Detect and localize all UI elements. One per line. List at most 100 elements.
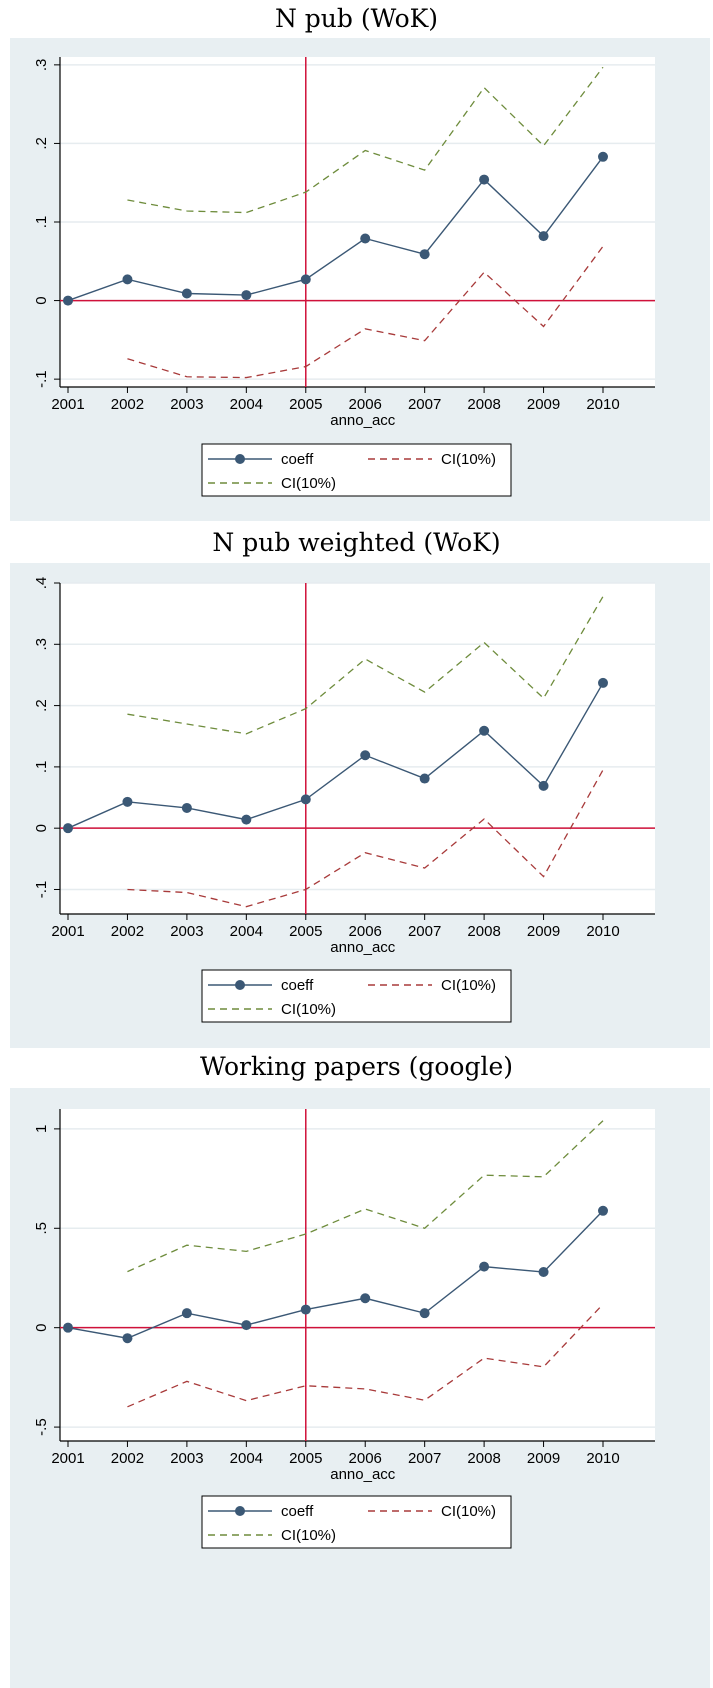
x-tick-label: 2006 — [349, 923, 382, 940]
data-point — [598, 1205, 608, 1216]
series-line-coeff — [67, 682, 604, 829]
data-point — [360, 233, 371, 244]
x-tick-label: 2009 — [527, 396, 560, 413]
legend — [201, 1495, 512, 1549]
x-tick-label: 2002 — [111, 396, 144, 413]
y-tick-label: -.1 — [33, 881, 50, 899]
data-point — [538, 231, 549, 242]
x-axis-label: anno_acc — [330, 412, 396, 429]
plot-area — [60, 1109, 655, 1441]
data-point — [419, 1308, 430, 1319]
data-point — [63, 295, 73, 306]
data-point — [538, 780, 549, 791]
y-tick-label: .1 — [33, 761, 50, 774]
x-tick-label: 2005 — [289, 396, 322, 413]
y-tick-label: -.5 — [33, 1418, 50, 1436]
data-point — [479, 1261, 490, 1272]
data-point — [122, 274, 133, 285]
x-axis-label: anno_acc — [330, 939, 396, 956]
data-point — [598, 677, 608, 688]
y-tick-label: -.1 — [33, 370, 50, 388]
y-tick-label: 0 — [33, 296, 50, 304]
x-tick-label: 2002 — [111, 1450, 144, 1467]
y-tick-label: 0 — [33, 824, 50, 832]
chart-title: Working papers (google) — [199, 1052, 514, 1081]
x-tick-label: 2010 — [586, 923, 619, 940]
data-point — [300, 1304, 311, 1315]
legend-item-coeff-label: coeff — [281, 1503, 314, 1520]
data-point — [63, 823, 73, 834]
x-tick-label: 2003 — [170, 923, 203, 940]
data-point — [122, 796, 133, 807]
chart-title: N pub (WoK) — [274, 4, 439, 33]
data-point — [300, 794, 311, 805]
plot-area — [60, 583, 655, 914]
y-tick-label: .2 — [33, 699, 50, 712]
legend-item-ci-lower-label: CI(10%) — [441, 977, 496, 994]
data-point — [419, 773, 430, 784]
data-point — [360, 1293, 371, 1304]
y-tick-label: .3 — [33, 59, 50, 72]
data-point — [122, 1333, 133, 1344]
data-point — [181, 1308, 192, 1319]
legend — [201, 443, 512, 497]
series-line-ci-lower — [127, 245, 604, 379]
data-point — [63, 1322, 73, 1333]
y-tick-label: .1 — [33, 216, 50, 229]
x-tick-label: 2003 — [170, 396, 203, 413]
y-tick-label: .5 — [33, 1222, 50, 1235]
legend-item-ci-lower-label: CI(10%) — [441, 451, 496, 468]
x-tick-label: 2010 — [586, 396, 619, 413]
chart-title: N pub weighted (WoK) — [212, 528, 501, 557]
data-point — [241, 814, 252, 825]
x-tick-label: 2004 — [230, 396, 263, 413]
data-point — [598, 151, 608, 162]
x-tick-label: 2001 — [51, 1450, 84, 1467]
series-line-coeff — [67, 156, 604, 302]
y-tick-label: .4 — [33, 577, 50, 590]
data-point — [181, 802, 192, 813]
x-tick-label: 2009 — [527, 1450, 560, 1467]
series-line-ci-lower — [127, 1303, 604, 1408]
x-tick-label: 2001 — [51, 923, 84, 940]
legend-item-ci-upper-label: CI(10%) — [281, 1527, 336, 1544]
x-tick-label: 2004 — [230, 1450, 263, 1467]
series-line-coeff — [67, 1210, 604, 1339]
legend-item-ci-upper-label: CI(10%) — [281, 475, 336, 492]
legend-item-coeff-marker — [235, 454, 245, 464]
x-tick-label: 2001 — [51, 396, 84, 413]
y-tick-label: .2 — [33, 137, 50, 150]
x-tick-label: 2010 — [586, 1450, 619, 1467]
x-tick-label: 2006 — [349, 396, 382, 413]
legend-item-ci-upper-label: CI(10%) — [281, 1001, 336, 1018]
series-line-ci-upper — [127, 1120, 604, 1273]
y-tick-label: 1 — [33, 1125, 50, 1133]
x-tick-label: 2002 — [111, 923, 144, 940]
y-tick-label: 0 — [33, 1324, 50, 1332]
x-tick-label: 2005 — [289, 1450, 322, 1467]
data-point — [479, 174, 490, 185]
x-tick-label: 2003 — [170, 1450, 203, 1467]
legend-item-coeff-marker — [235, 980, 245, 990]
data-point — [300, 274, 311, 285]
data-point — [538, 1267, 549, 1278]
x-tick-label: 2004 — [230, 923, 263, 940]
data-point — [181, 288, 192, 299]
series-line-ci-lower — [127, 769, 604, 908]
legend-item-coeff-label: coeff — [281, 451, 314, 468]
x-axis-label: anno_acc — [330, 1466, 396, 1483]
x-tick-label: 2008 — [467, 1450, 500, 1467]
series-line-ci-upper — [127, 66, 604, 214]
y-tick-label: .3 — [33, 638, 50, 651]
x-tick-label: 2006 — [349, 1450, 382, 1467]
series-line-ci-upper — [127, 596, 604, 735]
x-tick-label: 2008 — [467, 923, 500, 940]
legend — [201, 969, 512, 1023]
x-tick-label: 2009 — [527, 923, 560, 940]
x-tick-label: 2005 — [289, 923, 322, 940]
data-point — [419, 249, 430, 260]
x-tick-label: 2007 — [408, 1450, 441, 1467]
